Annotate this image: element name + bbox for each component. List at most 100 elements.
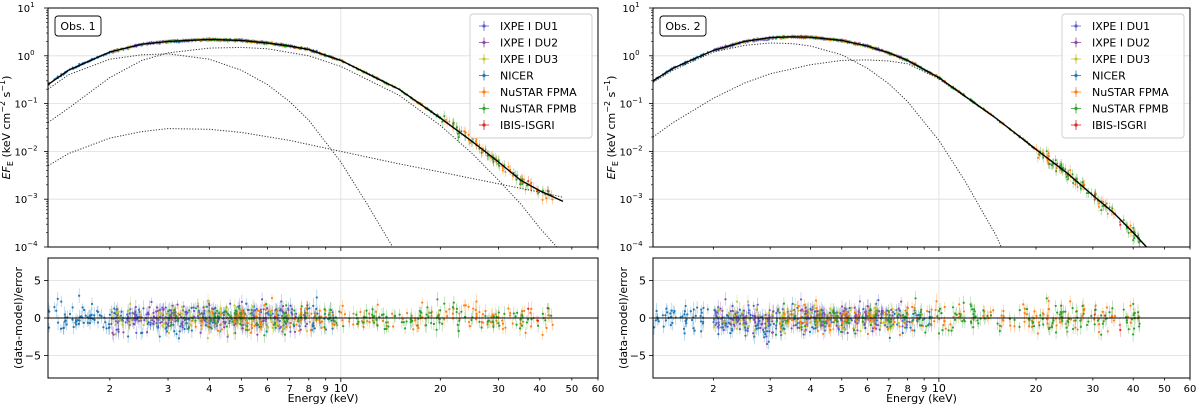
- legend-marker: [1074, 106, 1078, 111]
- x-tick-label: 30: [492, 384, 505, 395]
- y-axis-label-top: EFE (keV cm−2 s−1): [603, 76, 620, 180]
- y-axis-bottom: 5 0 −5: [25, 275, 48, 363]
- model-component-1: [653, 42, 1002, 247]
- legend-marker: [482, 24, 486, 28]
- y-tick-label: 10−3: [14, 192, 37, 206]
- x-axis: 2 3 4 5 6 7 8 9 10 20 30 40 50 60: [107, 247, 604, 395]
- legend-item: IXPE I DU3: [479, 53, 558, 66]
- model-component-1: [48, 53, 394, 247]
- legend-marker: [1074, 40, 1078, 45]
- x-tick-label: 9: [323, 384, 329, 395]
- legend-marker: [1074, 57, 1078, 61]
- x-axis-label: Energy (keV): [886, 392, 957, 405]
- legend-label: IBIS-ISGRI: [1092, 119, 1147, 132]
- legend-item: NICER: [479, 70, 534, 83]
- x-tick-label: 7: [886, 384, 892, 395]
- model-component-3: [48, 128, 564, 198]
- y-tick-label: 10−2: [619, 144, 642, 158]
- x-tick-label: 4: [206, 384, 212, 395]
- x-tick-label: 50: [565, 384, 578, 395]
- legend-marker: [482, 106, 486, 111]
- x-axis-label: Energy (keV): [288, 392, 359, 405]
- x-tick-label: 6: [264, 384, 270, 395]
- y-tick-label: 10−1: [14, 97, 37, 111]
- legend-label: IXPE I DU2: [500, 37, 558, 50]
- top-axes-frame: [652, 7, 1191, 248]
- y-tick-label: 10−4: [619, 240, 643, 254]
- residual-data: [653, 291, 1141, 350]
- legend-label: NuSTAR FPMA: [500, 86, 577, 99]
- y-tick-label: −5: [630, 350, 646, 363]
- y-tick-label: 100: [17, 49, 34, 63]
- legend-marker: [482, 40, 486, 45]
- legend-label: NICER: [500, 70, 534, 83]
- y-tick-label: 5: [639, 275, 646, 288]
- legend-label: NICER: [1092, 70, 1126, 83]
- y-tick-label: 0: [34, 312, 41, 325]
- x-tick-label: 5: [238, 384, 244, 395]
- x-tick-label: 10: [932, 382, 946, 395]
- x-tick-label: 8: [904, 384, 910, 395]
- legend-marker: [482, 57, 486, 61]
- panel-label: Obs. 1: [54, 15, 102, 37]
- svg-text:Obs. 1: Obs. 1: [60, 20, 95, 33]
- y-tick-label: 5: [34, 275, 41, 288]
- y-tick-label: 0: [639, 312, 646, 325]
- legend-marker: [1074, 24, 1078, 28]
- legend-label: IXPE I DU1: [1092, 20, 1150, 33]
- legend-item: IXPE I DU3: [1071, 53, 1150, 66]
- y-tick-label: 100: [622, 49, 639, 63]
- y-tick-label: −5: [25, 350, 41, 363]
- x-tick-label: 6: [864, 384, 870, 395]
- x-tick-label: 40: [1127, 384, 1140, 395]
- legend-item: NICER: [1071, 70, 1126, 83]
- panel-label: Obs. 2: [659, 15, 707, 37]
- model-components: [48, 46, 564, 247]
- legend-item: NuSTAR FPMB: [1071, 103, 1169, 116]
- y-axis-label-bottom: (data-model)/error: [12, 267, 25, 369]
- legend-label: IXPE I DU3: [500, 53, 558, 66]
- x-tick-label: 8: [306, 384, 312, 395]
- legend-item: IXPE I DU1: [479, 20, 558, 33]
- y-axis-label-top: EFE (keV cm−2 s−1): [0, 76, 15, 180]
- x-tick-label: 9: [921, 384, 927, 395]
- legend-marker: [482, 90, 486, 94]
- y-axis-bottom: 5 0 −5: [630, 275, 653, 363]
- legend-label: IXPE I DU3: [1092, 53, 1150, 66]
- x-tick-label: 2: [107, 384, 113, 395]
- legend-item: IXPE I DU1: [1071, 20, 1150, 33]
- model-component-2: [653, 59, 1147, 247]
- legend-marker: [482, 73, 486, 78]
- legend: IXPE I DU1 IXPE I DU2 IXPE I DU3 NICER NuSTA…: [1061, 13, 1185, 139]
- grid: [48, 8, 598, 378]
- legend-marker: [1074, 73, 1078, 78]
- legend-marker: [482, 123, 486, 127]
- y-axis-top: 101 100 10−1 10−2 10−3 10−4: [14, 1, 48, 254]
- legend-label: NuSTAR FPMB: [1092, 103, 1169, 116]
- x-tick-label: 5: [839, 384, 845, 395]
- legend-label: IXPE I DU2: [1092, 37, 1150, 50]
- model-total-line: [653, 36, 1148, 247]
- y-tick-label: 101: [622, 1, 639, 15]
- y-axis-top: 101 100 10−1 10−2 10−3 10−4: [619, 1, 653, 254]
- x-tick-label: 10: [334, 382, 348, 395]
- x-tick-label: 3: [767, 384, 773, 395]
- x-tick-label: 7: [286, 384, 292, 395]
- legend-label: IXPE I DU1: [500, 20, 558, 33]
- legend-item: IXPE I DU2: [1071, 37, 1150, 50]
- legend: IXPE I DU1 IXPE I DU2 IXPE I DU3 NICER NuSTA…: [469, 13, 593, 139]
- model-total-line: [48, 38, 564, 203]
- legend-item: NuSTAR FPMB: [479, 103, 577, 116]
- x-tick-label: 2: [710, 384, 716, 395]
- legend-item: IXPE I DU2: [479, 37, 558, 50]
- x-tick-label: 3: [165, 384, 171, 395]
- x-tick-label: 4: [807, 384, 813, 395]
- legend-item: IBIS-ISGRI: [479, 119, 555, 132]
- y-tick-label: 10−2: [14, 144, 37, 158]
- residual-data: [48, 288, 554, 344]
- x-tick-label: 60: [1184, 384, 1197, 395]
- top-axes-frame: [47, 7, 599, 248]
- x-axis: 2 3 4 5 6 7 8 9 10 20 30 40 50 60: [710, 247, 1196, 395]
